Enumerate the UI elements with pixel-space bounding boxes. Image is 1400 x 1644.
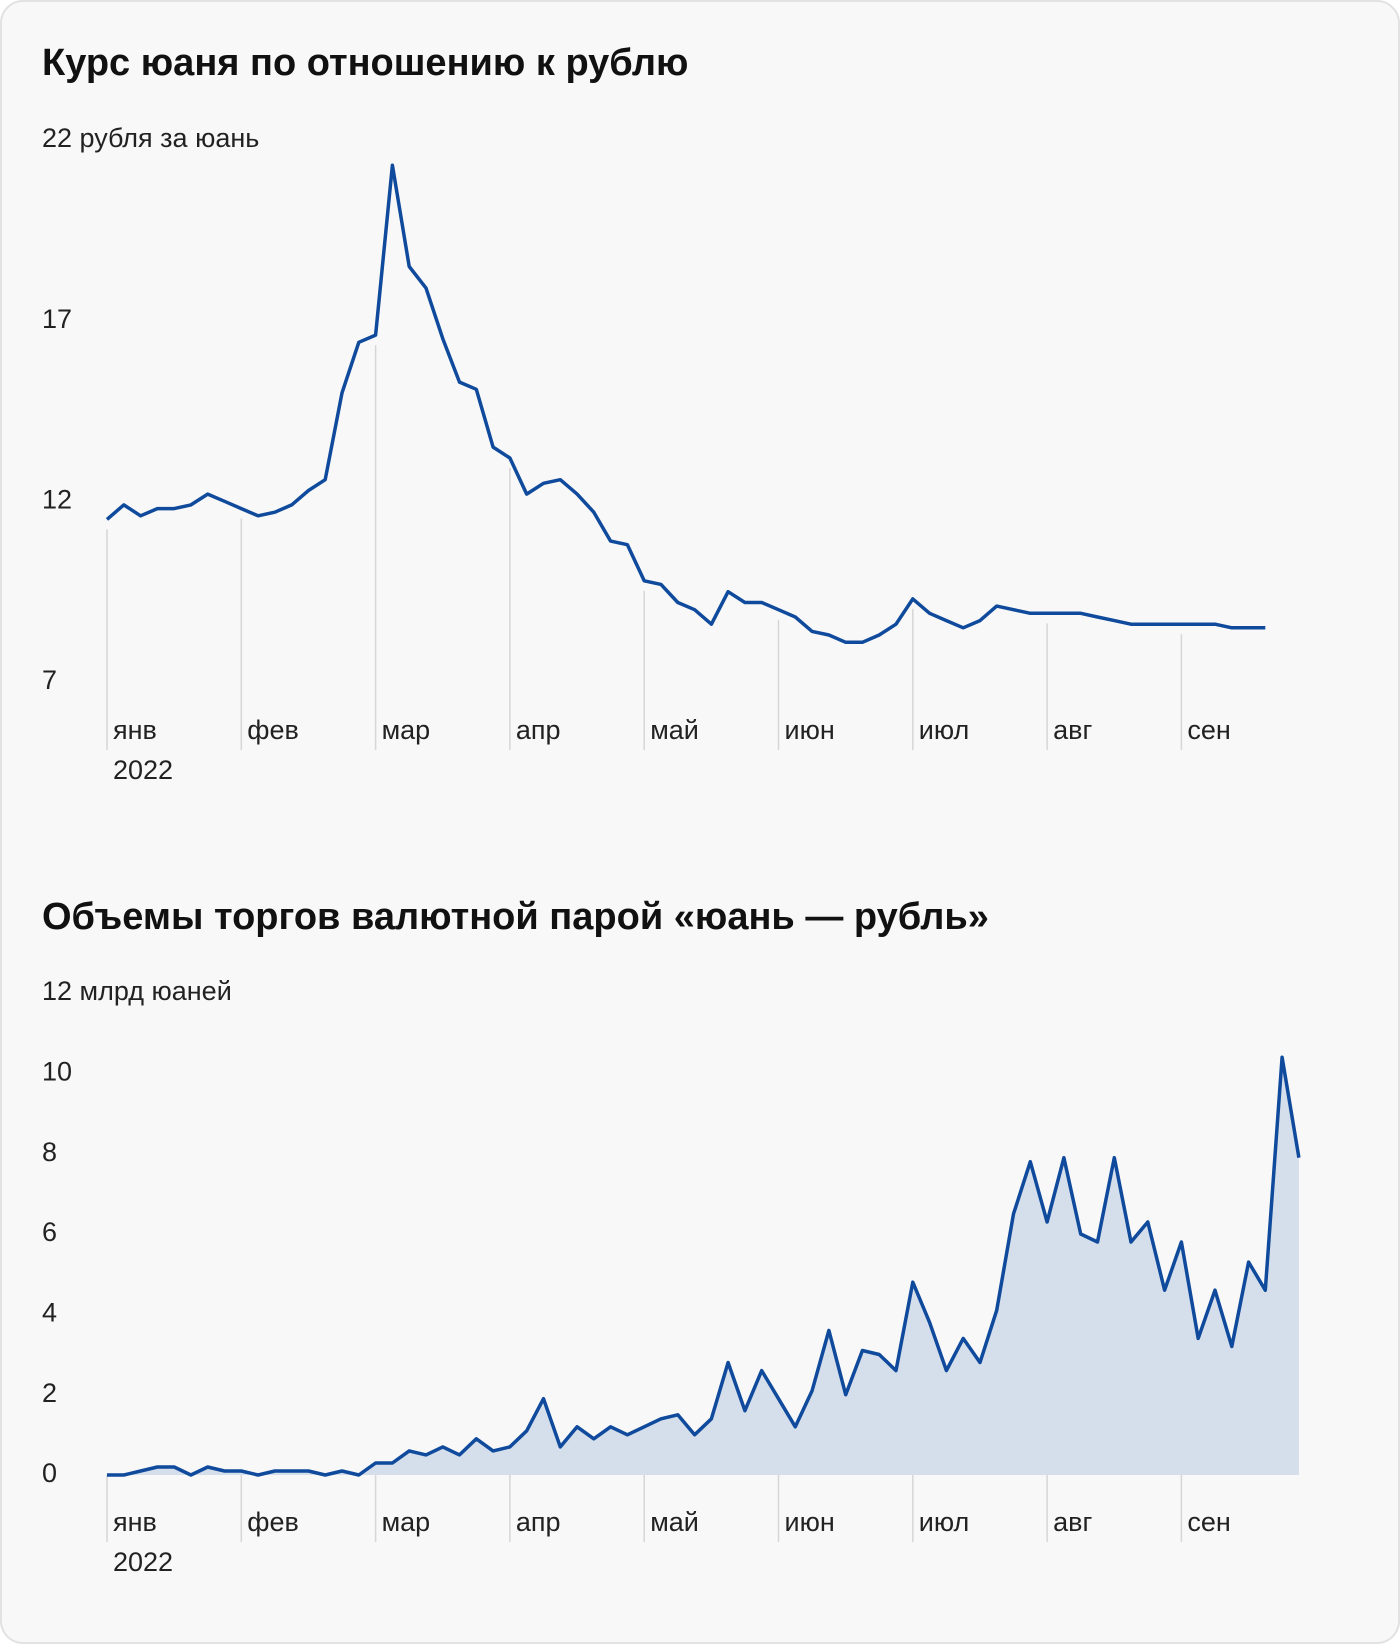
x-tick-label: май bbox=[650, 715, 699, 745]
x-tick-label: июн bbox=[785, 1507, 835, 1537]
y-tick-label: 12 bbox=[42, 484, 72, 514]
area-fill bbox=[107, 1057, 1299, 1475]
y-tick-label: 4 bbox=[42, 1297, 57, 1327]
x-tick-label: фев bbox=[247, 715, 299, 745]
x-tick-label: июн bbox=[785, 715, 835, 745]
x-tick-label: апр bbox=[516, 715, 561, 745]
year-label: 2022 bbox=[113, 755, 173, 785]
year-label: 2022 bbox=[113, 1547, 173, 1577]
x-tick-label: мар bbox=[382, 1507, 431, 1537]
y-tick-label: 10 bbox=[42, 1056, 72, 1086]
chart-title: Курс юаня по отношению к рублю bbox=[42, 42, 688, 84]
y-tick-label: 7 bbox=[42, 665, 57, 695]
y-tick-label: 6 bbox=[42, 1217, 57, 1247]
y-tick-label: 8 bbox=[42, 1137, 57, 1167]
y-tick-label: 17 bbox=[42, 304, 72, 334]
x-tick-label: апр bbox=[516, 1507, 561, 1537]
x-tick-label: мар bbox=[382, 715, 431, 745]
y-tick-label: 2 bbox=[42, 1378, 57, 1408]
x-tick-label: май bbox=[650, 1507, 699, 1537]
x-tick-label: янв bbox=[113, 715, 157, 745]
x-tick-label: июл bbox=[919, 1507, 970, 1537]
data-line bbox=[107, 1055, 1301, 1477]
data-line bbox=[105, 163, 1266, 645]
x-tick-label: сен bbox=[1187, 715, 1230, 745]
y-tick-label: 22 рубля за юань bbox=[42, 123, 259, 153]
x-tick-label: июл bbox=[919, 715, 970, 745]
x-tick-label: сен bbox=[1187, 1507, 1230, 1537]
x-tick-label: фев bbox=[247, 1507, 299, 1537]
chart-title: Объемы торгов валютной парой «юань — руб… bbox=[42, 896, 989, 938]
x-tick-label: авг bbox=[1053, 715, 1092, 745]
y-tick-label: 12 млрд юаней bbox=[42, 976, 232, 1006]
x-tick-label: янв bbox=[113, 1507, 157, 1537]
y-tick-label: 0 bbox=[42, 1458, 57, 1488]
x-tick-label: авг bbox=[1053, 1507, 1092, 1537]
